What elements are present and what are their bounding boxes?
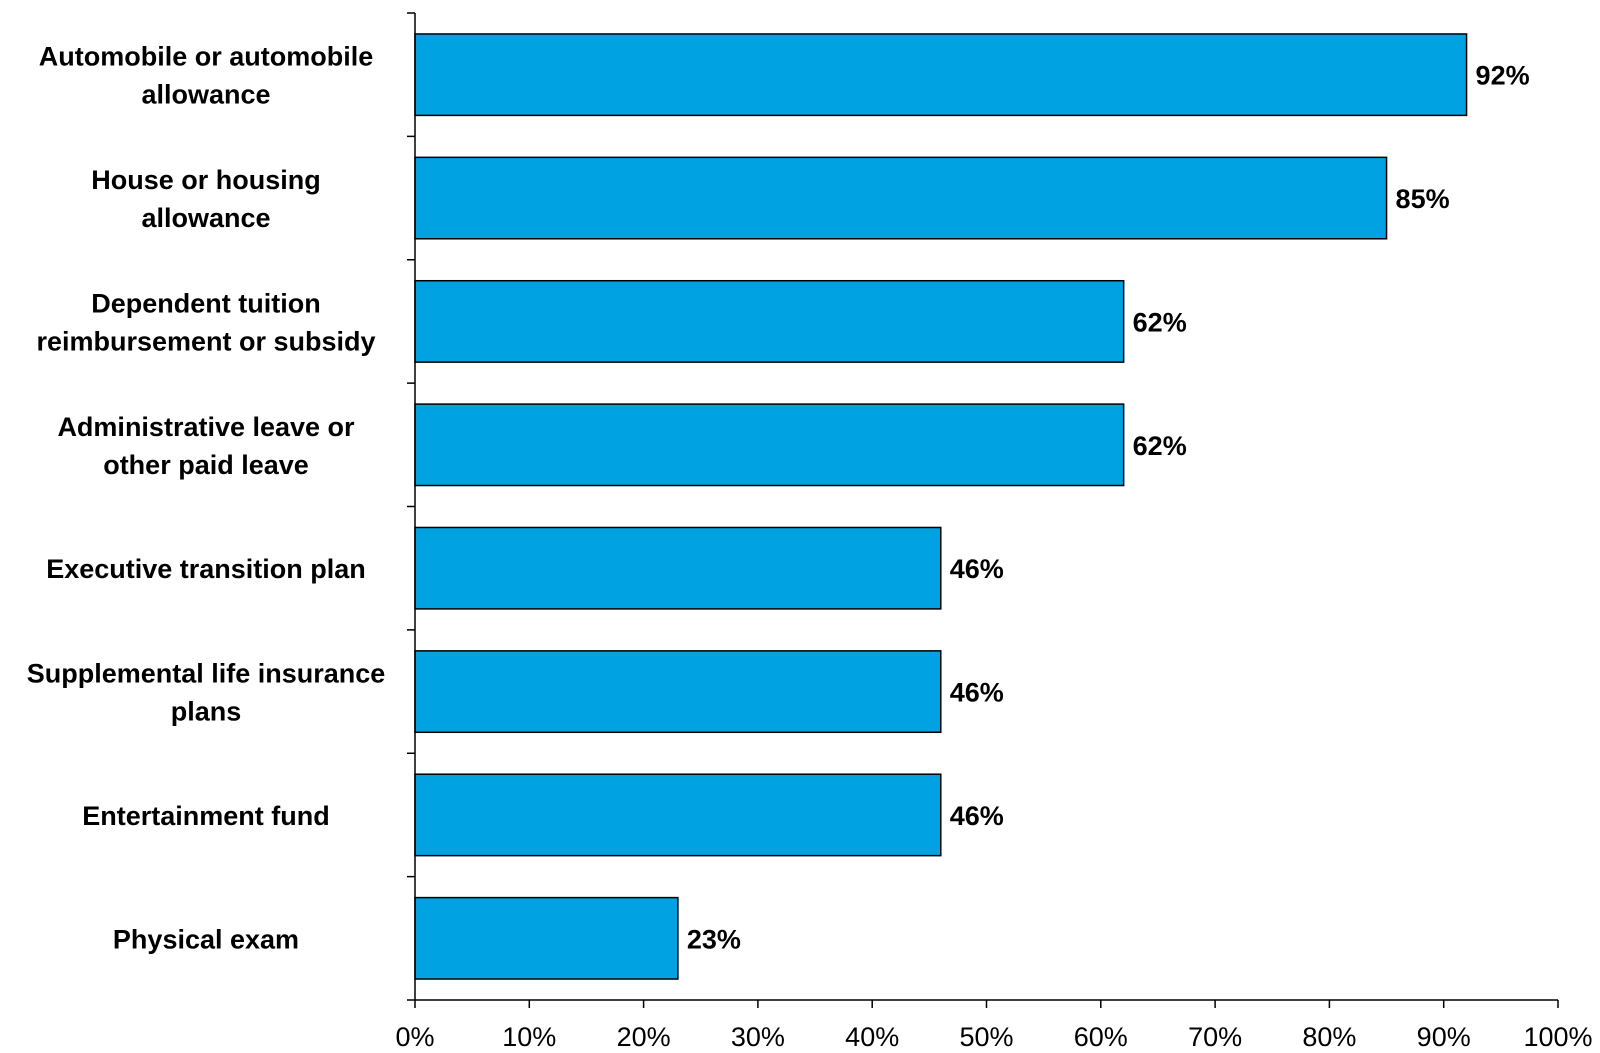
bar-7 — [414, 896, 679, 980]
value-label-2: 62% — [1133, 307, 1187, 337]
category-label-line: Administrative leave or — [57, 412, 355, 442]
value-label-6: 46% — [950, 801, 1004, 831]
bar-5 — [414, 650, 942, 734]
bars-group — [414, 33, 1468, 980]
value-label-5: 46% — [950, 678, 1004, 708]
value-label-1: 85% — [1396, 184, 1450, 214]
bar-3 — [414, 403, 1125, 487]
category-label-6: Entertainment fund — [82, 801, 330, 831]
category-label-7: Physical exam — [113, 924, 299, 954]
x-tick-label-8: 80% — [1302, 1022, 1356, 1052]
category-label-line: Executive transition plan — [46, 554, 366, 584]
x-tick-label-3: 30% — [731, 1022, 785, 1052]
category-label-line: Dependent tuition — [91, 288, 320, 318]
x-tick-label-7: 70% — [1188, 1022, 1242, 1052]
category-label-line: other paid leave — [103, 450, 309, 480]
category-label-0: Automobile or automobile allowance — [39, 42, 374, 110]
x-tick-label-2: 20% — [617, 1022, 671, 1052]
category-label-line: reimbursement or subsidy — [36, 326, 375, 356]
x-tick-label-5: 50% — [959, 1022, 1013, 1052]
bar-2 — [414, 279, 1125, 363]
category-label-5: Supplemental life insurance plans — [27, 659, 386, 727]
category-label-line: plans — [171, 697, 242, 727]
category-label-1: House or housing allowance — [91, 165, 321, 233]
category-label-line: Entertainment fund — [82, 801, 330, 831]
x-tick-label-6: 60% — [1074, 1022, 1128, 1052]
category-label-line: Supplemental life insurance — [27, 659, 386, 689]
axes-group — [407, 12, 1559, 1008]
labels-group: 92% Automobile or automobile allowance 85% H… — [27, 42, 1593, 1052]
bar-0 — [414, 33, 1468, 117]
x-tick-label-1: 10% — [502, 1022, 556, 1052]
bar-1 — [414, 156, 1388, 240]
category-label-line: House or housing — [91, 165, 321, 195]
category-label-line: allowance — [141, 80, 270, 110]
x-tick-label-0: 0% — [395, 1022, 434, 1052]
value-label-0: 92% — [1476, 61, 1530, 91]
category-label-3: Administrative leave or other paid leave — [57, 412, 355, 480]
category-label-line: Automobile or automobile — [39, 42, 374, 72]
category-label-4: Executive transition plan — [46, 554, 366, 584]
x-tick-label-9: 90% — [1417, 1022, 1471, 1052]
category-label-line: allowance — [141, 203, 270, 233]
value-label-3: 62% — [1133, 431, 1187, 461]
value-label-7: 23% — [687, 924, 741, 954]
value-label-4: 46% — [950, 554, 1004, 584]
x-tick-label-4: 40% — [845, 1022, 899, 1052]
x-tick-label-10: 100% — [1523, 1022, 1592, 1052]
bar-6 — [414, 773, 942, 857]
category-label-2: Dependent tuition reimbursement or subsid… — [36, 288, 375, 356]
category-label-line: Physical exam — [113, 924, 299, 954]
bar-4 — [414, 526, 942, 610]
